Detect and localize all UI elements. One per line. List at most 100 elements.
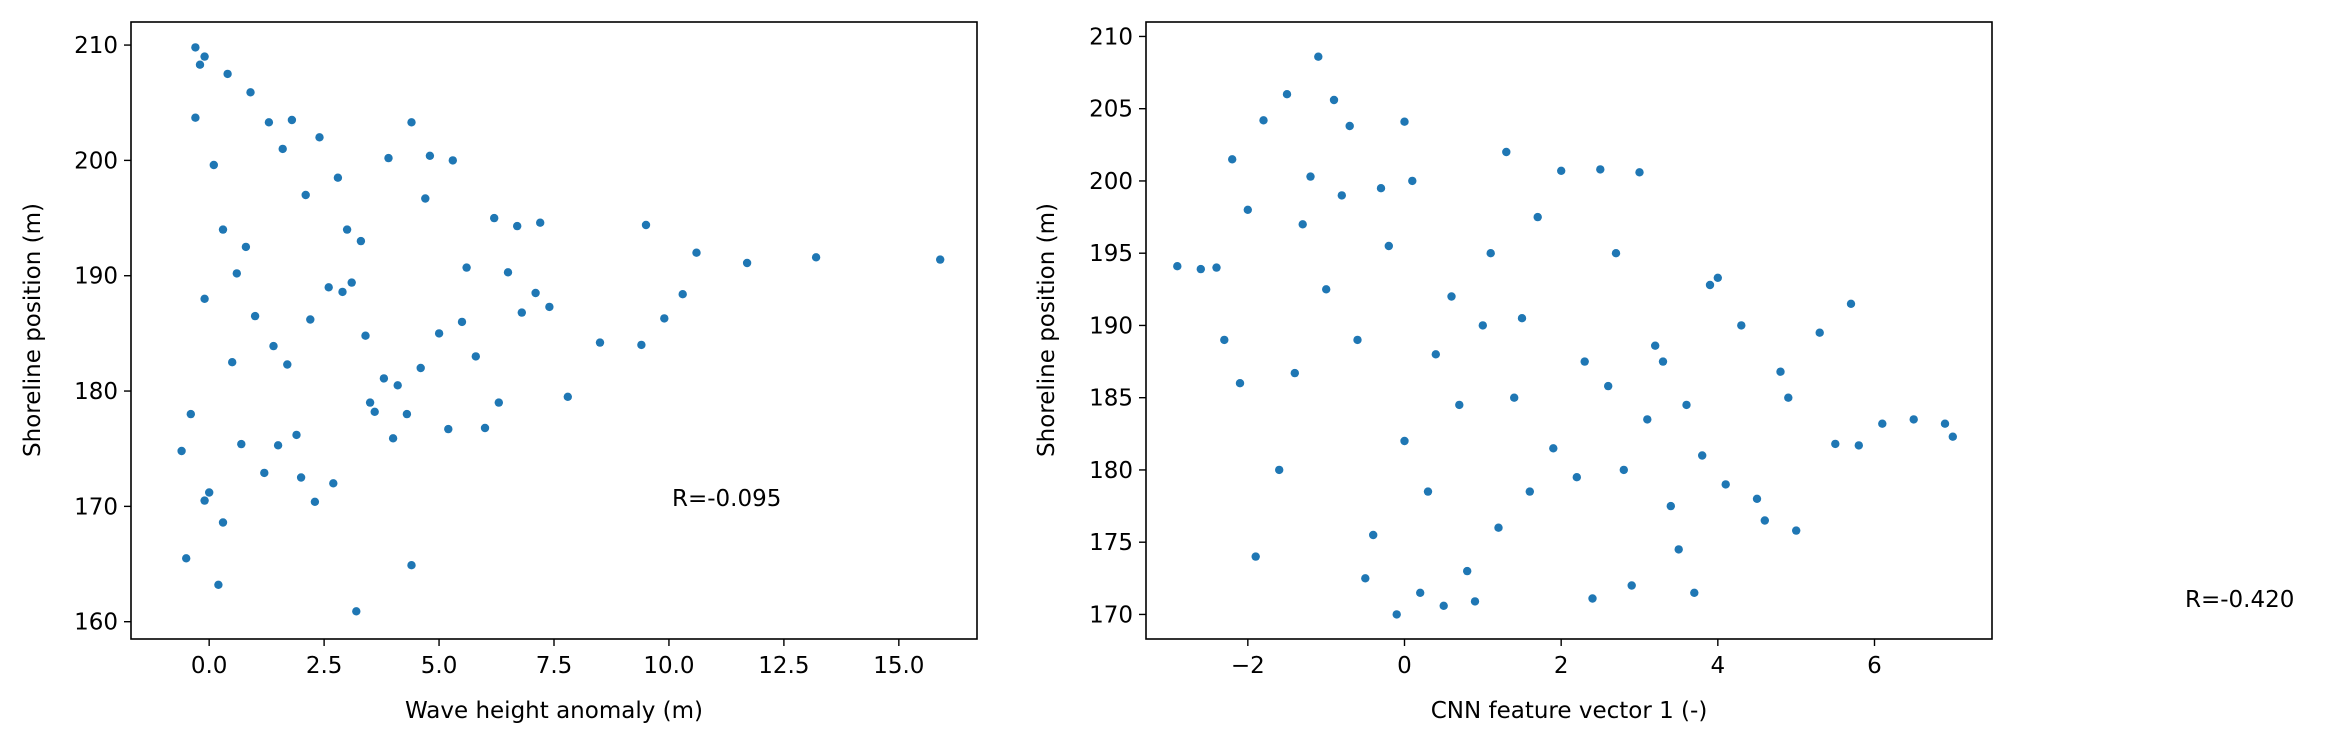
left-data-point [214, 580, 223, 589]
left-data-point [384, 153, 393, 163]
left-data-point [595, 338, 605, 347]
right-correlation-annotation: R=-0.420 [2185, 587, 2294, 613]
right-y-tick-label: 190 [1089, 313, 1133, 339]
right-data-point [1940, 419, 1950, 428]
right-data-point [1298, 220, 1307, 229]
left-data-point [356, 236, 366, 246]
right-x-tick-label: 4 [1711, 653, 1726, 679]
left-data-point [678, 290, 687, 299]
left-data-point [260, 468, 269, 478]
left-data-point [273, 441, 283, 450]
right-data-point [1400, 117, 1409, 126]
left-data-point [209, 160, 218, 170]
right-data-point [1392, 610, 1401, 619]
right-data-point [1651, 341, 1660, 350]
right-data-point [1345, 121, 1354, 131]
right-data-point [1337, 191, 1347, 200]
left-data-point [232, 269, 241, 278]
left-data-point [434, 329, 444, 338]
right-plot-frame [1145, 21, 1993, 640]
right-data-point [1831, 439, 1840, 449]
right-data-point [1635, 168, 1644, 177]
right-data-point [1572, 473, 1582, 482]
right-x-tick-label: 2 [1554, 653, 1569, 679]
left-data-point [365, 398, 375, 407]
left-data-point [306, 315, 315, 324]
right-data-point [1494, 523, 1503, 532]
right-y-tick-label: 210 [1089, 24, 1133, 50]
right-data-point [1353, 335, 1362, 345]
right-data-point [1760, 516, 1770, 525]
left-data-point [296, 473, 306, 482]
left-data-point [246, 88, 255, 97]
left-data-point [425, 151, 435, 160]
left-data-point [490, 213, 499, 223]
right-data-point [1557, 166, 1566, 175]
right-data-point [1290, 368, 1300, 378]
right-data-point [1674, 545, 1683, 554]
right-data-point [1431, 350, 1441, 359]
left-data-point [462, 263, 471, 272]
left-data-point [200, 496, 209, 505]
right-data-point [1369, 530, 1378, 540]
right-data-point [1439, 601, 1448, 610]
left-plot-frame [130, 21, 978, 640]
right-data-point [1282, 90, 1292, 99]
left-data-point [416, 363, 425, 373]
right-data-point [1228, 155, 1237, 164]
right-data-point [1533, 212, 1542, 222]
right-scatter-points [1173, 52, 1958, 619]
right-data-point [1408, 176, 1417, 186]
left-data-point [329, 479, 338, 488]
left-data-point [218, 518, 228, 527]
right-x-axis-label: CNN feature vector 1 (-) [1431, 698, 1708, 724]
right-data-point [1815, 328, 1824, 337]
right-data-point [1549, 444, 1558, 453]
right-data-point [1329, 95, 1339, 105]
left-data-point [421, 194, 430, 203]
left-data-point [471, 352, 480, 361]
right-scatter-chart: −2 0 2 4 6 170 175 180 185 190 195 200 205 210 CNN f… [1034, 21, 2294, 724]
left-data-point [347, 278, 356, 287]
right-data-point [1173, 262, 1182, 271]
left-data-point [287, 115, 297, 125]
right-data-point [1737, 321, 1746, 330]
left-data-point [292, 430, 301, 440]
left-data-point [310, 497, 320, 506]
right-x-ticks: −2 0 2 4 6 [1231, 639, 1882, 679]
left-data-point [536, 218, 545, 227]
left-data-point [407, 561, 416, 570]
left-data-point [545, 302, 554, 312]
right-x-tick-label: 0 [1397, 653, 1412, 679]
left-y-ticks: 160 170 180 190 200 210 [74, 33, 131, 636]
right-data-point [1878, 419, 1887, 428]
right-data-point [1196, 264, 1206, 274]
right-data-point [1604, 381, 1613, 391]
left-y-tick-label: 170 [74, 494, 118, 520]
left-data-point [278, 144, 287, 154]
left-x-axis-label: Wave height anomaly (m) [405, 698, 703, 724]
right-data-point [1909, 415, 1918, 424]
left-data-point [324, 283, 333, 292]
right-data-point [1698, 451, 1707, 460]
left-data-point [457, 317, 467, 327]
right-y-tick-label: 175 [1089, 530, 1133, 556]
left-data-point [250, 311, 260, 321]
right-data-point [1463, 566, 1472, 576]
left-x-tick-label: 12.5 [758, 653, 809, 679]
right-data-point [1478, 321, 1488, 330]
right-data-point [1666, 501, 1676, 511]
right-data-point [1580, 357, 1589, 366]
left-data-point [370, 407, 379, 416]
left-correlation-annotation: R=-0.095 [672, 486, 781, 512]
right-y-axis-label: Shoreline position (m) [1034, 203, 1060, 457]
left-data-point [742, 258, 752, 268]
left-data-point [641, 220, 651, 230]
right-data-point [1502, 147, 1511, 157]
left-data-point [448, 156, 457, 165]
left-data-point [660, 314, 669, 323]
left-y-tick-label: 160 [74, 610, 118, 636]
left-data-point [402, 409, 412, 419]
left-data-point [200, 294, 209, 303]
